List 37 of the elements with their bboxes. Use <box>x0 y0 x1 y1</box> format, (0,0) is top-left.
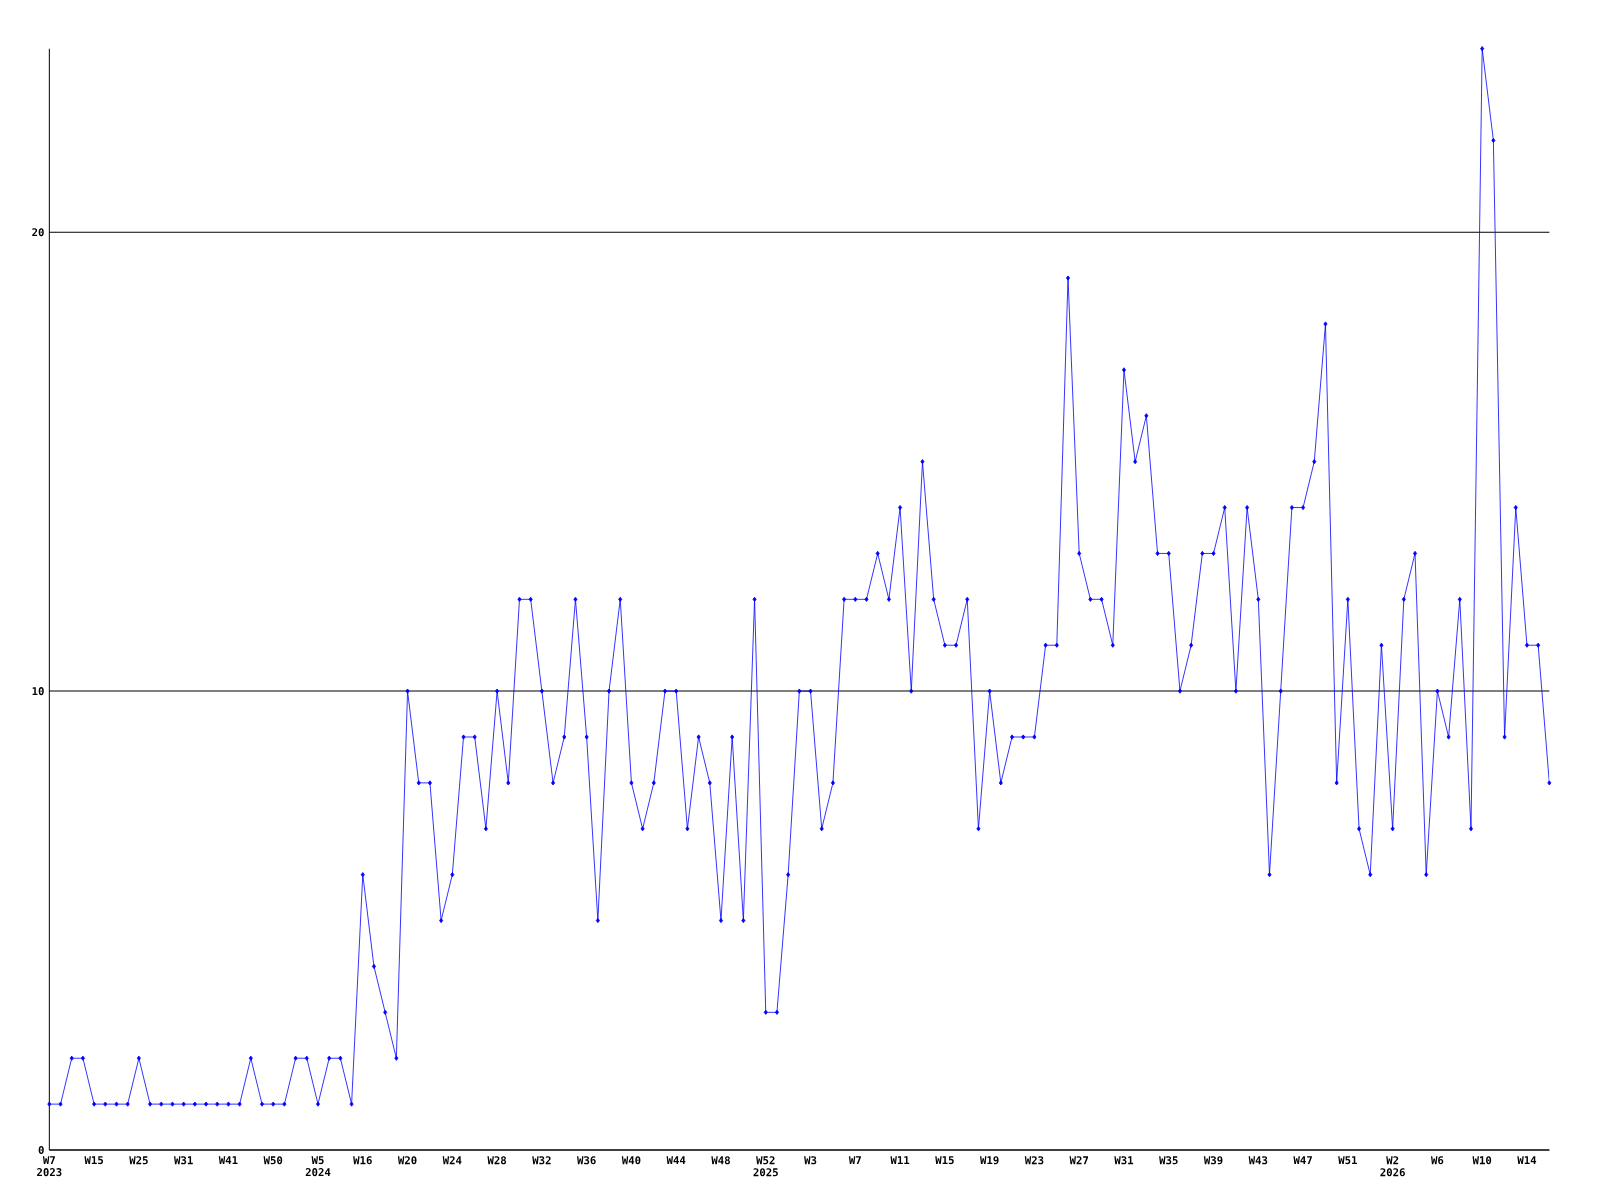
x-tick-label: W6 <box>1430 1156 1444 1165</box>
x-tick-label: W35 <box>1159 1156 1178 1165</box>
y-tick-label: 10 <box>32 687 44 696</box>
x-tick-label: W52 2025 <box>753 1156 778 1177</box>
x-tick-label: W31 <box>1114 1156 1134 1165</box>
x-tick-label: W7 2023 <box>37 1156 62 1177</box>
x-tick-label: W16 <box>353 1156 372 1165</box>
x-tick-label: W20 <box>397 1156 417 1165</box>
x-tick-label: W25 <box>129 1156 148 1165</box>
x-tick-label: W5 2024 <box>305 1156 331 1177</box>
x-tick-label: W15 <box>935 1156 954 1165</box>
x-tick-label: W15 <box>84 1156 104 1165</box>
x-tick-label: W10 <box>1472 1156 1492 1165</box>
x-tick-label: W27 <box>1069 1156 1089 1165</box>
x-tick-label: W31 <box>174 1156 193 1165</box>
y-tick-label: 0 <box>38 1145 44 1155</box>
x-tick-label: W28 <box>487 1156 507 1165</box>
x-tick-label: W14 <box>1517 1156 1537 1164</box>
y-tick-label: 20 <box>32 228 44 237</box>
x-tick-label: W11 <box>890 1156 910 1164</box>
x-tick-label: W47 <box>1293 1156 1312 1164</box>
x-tick-label: W32 <box>532 1156 551 1165</box>
x-tick-label: W2 2026 <box>1380 1156 1405 1177</box>
x-tick-label: W24 <box>442 1156 462 1165</box>
x-tick-label: W41 <box>218 1156 238 1164</box>
x-tick-label: W40 <box>621 1156 641 1165</box>
x-tick-label: W44 <box>666 1156 686 1164</box>
x-tick-label: W51 <box>1338 1156 1357 1165</box>
x-tick-label: W23 <box>1024 1156 1044 1165</box>
x-tick-label: W50 <box>263 1156 283 1165</box>
x-tick-label: W19 <box>980 1156 999 1165</box>
x-tick-label: W39 <box>1203 1156 1223 1165</box>
x-tick-label: W36 <box>577 1156 596 1165</box>
x-tick-label: W7 <box>848 1156 861 1164</box>
x-tick-label: W3 <box>804 1156 817 1165</box>
x-tick-label: W43 <box>1248 1156 1268 1165</box>
x-tick-label: W48 <box>711 1156 730 1165</box>
